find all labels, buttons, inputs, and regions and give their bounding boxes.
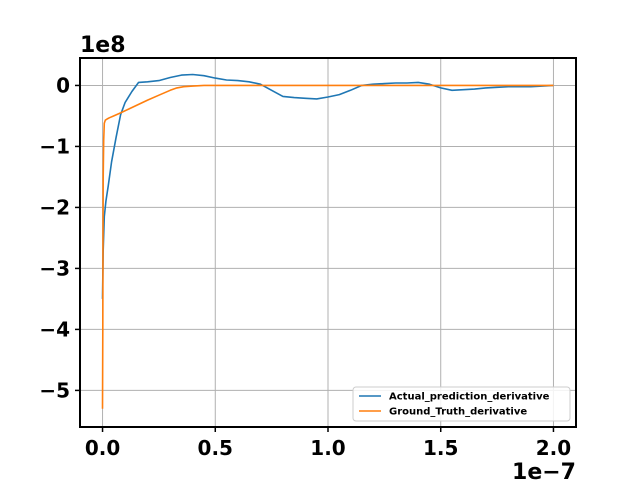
x-tick-label: 0.0: [85, 436, 120, 460]
y-tick-label: −4: [39, 317, 70, 341]
x-tick-label: 1.0: [310, 436, 345, 460]
y-tick-label: −2: [39, 195, 70, 219]
legend-frame: [352, 386, 571, 422]
series-line-0: [101, 73, 554, 299]
legend: Actual_prediction_derivative Ground_Truth…: [352, 386, 571, 422]
x-offset-label: 1e−7: [512, 460, 576, 480]
x-axis-ticks: 0.0 0.5 1.0 1.5 2.0: [85, 427, 571, 460]
legend-label-0: Actual_prediction_derivative: [389, 392, 550, 403]
y-tick-label: −1: [39, 134, 70, 158]
y-tick-label: −3: [39, 256, 70, 280]
series-lines: [101, 73, 554, 409]
series-line-1: [101, 84, 554, 409]
y-tick-label: −5: [39, 378, 70, 402]
x-tick-label: 2.0: [536, 436, 571, 460]
legend-label-1: Ground_Truth_derivative: [389, 407, 527, 418]
x-tick-label: 0.5: [198, 436, 233, 460]
y-axis-ticks: 0 −1 −2 −3 −4 −5: [39, 73, 80, 402]
y-tick-label: 0: [56, 73, 70, 97]
y-offset-label: 1e8: [80, 33, 126, 58]
x-tick-label: 1.5: [423, 436, 458, 460]
